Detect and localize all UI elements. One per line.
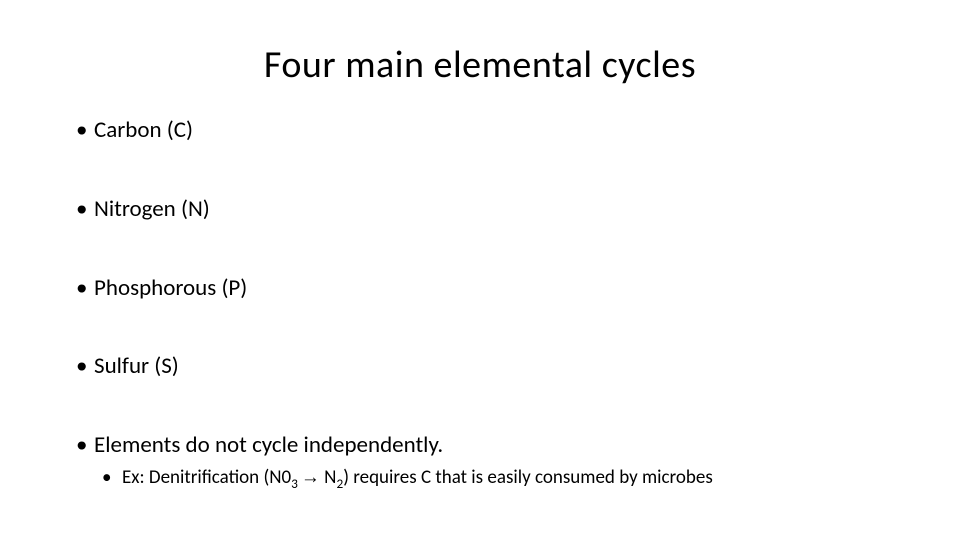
bullet-list: Carbon (C) Nitrogen (N) Phosphorous (P) … xyxy=(76,116,890,490)
bullet-text: Elements do not cycle independently. xyxy=(94,431,443,459)
slide-title: Four main elemental cycles xyxy=(70,42,890,88)
bullet-text: Nitrogen (N) xyxy=(94,195,210,223)
bullet-item: Sulfur (S) xyxy=(76,352,890,381)
slide-body: Carbon (C) Nitrogen (N) Phosphorous (P) … xyxy=(70,116,890,490)
slide: Four main elemental cycles Carbon (C) Ni… xyxy=(0,0,960,540)
bullet-text: Carbon (C) xyxy=(94,116,193,144)
sub-bullet-item: Ex: Denitrification (N03 → N2) requires … xyxy=(102,466,890,491)
bullet-text: Sulfur (S) xyxy=(94,352,179,380)
sub-bullet-list: Ex: Denitrification (N03 → N2) requires … xyxy=(94,466,890,491)
bullet-item: Elements do not cycle independently. Ex:… xyxy=(76,431,890,490)
bullet-item: Carbon (C) xyxy=(76,116,890,145)
bullet-item: Nitrogen (N) xyxy=(76,195,890,224)
bullet-item: Phosphorous (P) xyxy=(76,274,890,303)
bullet-text: Phosphorous (P) xyxy=(94,274,247,302)
sub-bullet-text: Ex: Denitrification (N03 → N2) requires … xyxy=(122,466,713,489)
